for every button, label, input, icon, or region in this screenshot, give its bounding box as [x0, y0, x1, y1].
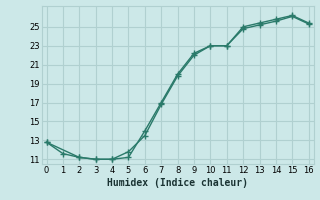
X-axis label: Humidex (Indice chaleur): Humidex (Indice chaleur) [107, 178, 248, 188]
